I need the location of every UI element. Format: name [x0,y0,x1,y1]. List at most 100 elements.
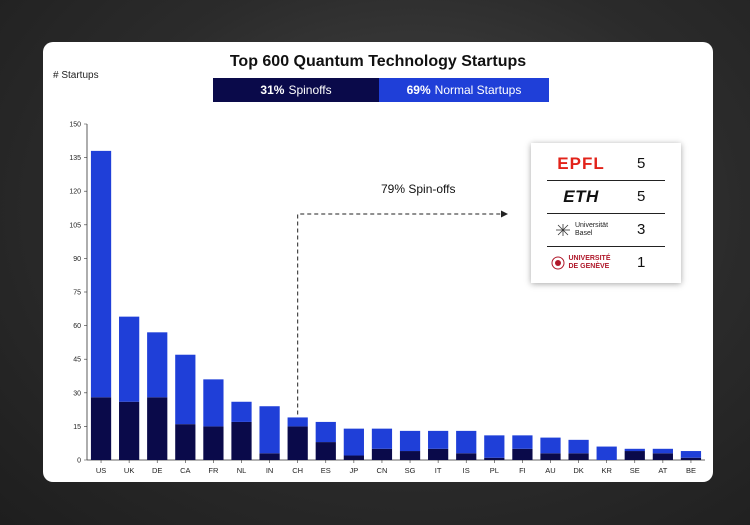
bar-normal-se [624,448,645,452]
bar-normal-is [456,430,477,454]
bar-normal-pl [484,435,505,458]
bar-spinoffs-pl [484,457,505,460]
x-tick-label-us: US [96,466,106,475]
bar-spinoffs-fi [512,448,533,460]
y-tick-label: 60 [73,323,81,330]
institution-row-basel: Universität Basel 3 [547,213,665,247]
bar-normal-ch [287,417,308,427]
x-tick-label-de: DE [152,466,162,475]
bar-spinoffs-it [428,448,449,460]
bar-spinoffs-fr [203,426,224,460]
normal-segment: 69% Normal Startups [379,78,549,102]
bar-normal-fi [512,435,533,449]
y-tick-label: 150 [69,122,81,129]
x-tick-label-be: BE [686,466,696,475]
y-tick-label: 30 [73,390,81,397]
x-tick-label-in: IN [266,466,274,475]
y-tick-label: 45 [73,357,81,364]
x-tick-label-fr: FR [208,466,219,475]
x-tick-label-jp: JP [349,466,358,475]
bar-normal-nl [231,401,252,422]
eth-logo: ETH [547,187,615,207]
x-tick-label-fi: FI [519,466,526,475]
arrow-head-icon [501,210,508,218]
y-tick-label: 0 [77,458,81,465]
x-tick-label-es: ES [321,466,331,475]
geneve-count: 1 [637,254,646,271]
bar-spinoffs-ch [287,426,308,460]
x-tick-label-pl: PL [490,466,499,475]
bar-spinoffs-es [315,442,336,460]
bar-normal-cn [371,428,393,449]
basel-line1: Universität [574,221,609,229]
x-tick-label-ca: CA [180,466,190,475]
spinoff-annotation: 79% Spin-offs [381,182,456,196]
x-tick-label-ch: CH [292,466,303,475]
bar-normal-fr [203,379,224,427]
y-tick-label: 135 [69,155,81,162]
bar-spinoffs-jp [343,455,364,460]
bar-spinoffs-ca [175,424,196,460]
x-tick-label-kr: KR [601,466,612,475]
geneve-line2: DE GENÈVE [568,262,610,270]
y-tick-label: 120 [69,189,81,196]
bar-spinoffs-nl [231,421,252,460]
normal-pct: 69% [406,83,431,97]
eth-wordmark: ETH [563,186,599,206]
chart-title: Top 600 Quantum Technology Startups [229,53,527,70]
bar-normal-ca [175,354,196,425]
bar-spinoffs-se [624,451,645,460]
dashed-arrow-line [297,213,501,415]
y-axis-label: # Startups [53,70,99,81]
bar-normal-us [90,150,112,398]
bar-spinoffs-at [652,453,673,460]
bar-spinoffs-de [147,397,168,460]
bar-spinoffs-be [680,457,702,460]
normal-label: Normal Startups [434,83,522,97]
basel-logo: Universität Basel [547,222,615,238]
x-tick-label-dk: DK [573,466,583,475]
x-tick-label-se: SE [630,466,640,475]
bar-normal-it [428,430,449,449]
bar-normal-uk [119,316,140,402]
bar-normal-es [315,421,336,443]
basel-count: 3 [637,221,646,238]
x-tick-label-is: IS [463,466,470,475]
x-tick-label-uk: UK [124,466,134,475]
spinoffs-segment: 31% Spinoffs [213,78,379,102]
y-tick-label: 15 [73,424,81,431]
spinoffs-label: Spinoffs [288,83,332,97]
x-tick-label-au: AU [545,466,555,475]
epfl-wordmark: EPFL [557,153,605,173]
institution-row-epfl: EPFL 5 [547,147,665,181]
spinoffs-pct: 31% [260,83,285,97]
institution-row-geneve: UNIVERSITÉ DE GENÈVE 1 [547,246,665,279]
chart-card: Top 600 Quantum Technology Startups # St… [43,42,713,482]
bar-normal-kr [596,446,617,460]
basel-line2: Basel [574,229,593,237]
swiss-institutions-box: EPFL 5 ETH 5 Universität Basel [531,143,681,283]
bar-spinoffs-is [456,453,477,460]
bar-spinoffs-sg [399,451,421,460]
bar-spinoffs-au [540,453,561,460]
eth-count: 5 [637,188,646,205]
x-tick-label-it: IT [435,466,442,475]
bar-normal-dk [568,439,589,454]
bar-normal-in [259,406,280,454]
epfl-logo: EPFL [547,154,615,174]
spinoff-split-bar: 31% Spinoffs 69% Normal Startups [213,78,549,102]
bar-normal-de [147,332,168,398]
bar-normal-au [540,437,561,454]
bar-normal-at [652,448,673,454]
institution-row-eth: ETH 5 [547,180,665,214]
x-tick-label-cn: CN [377,466,388,475]
x-tick-label-nl: NL [237,466,247,475]
basel-emblem-icon [555,223,570,236]
bar-normal-jp [343,428,364,456]
y-tick-label: 90 [73,256,81,263]
bar-spinoffs-dk [568,453,589,460]
bar-spinoffs-cn [371,448,393,460]
geneve-seal-icon [551,256,565,269]
epfl-count: 5 [637,155,646,172]
